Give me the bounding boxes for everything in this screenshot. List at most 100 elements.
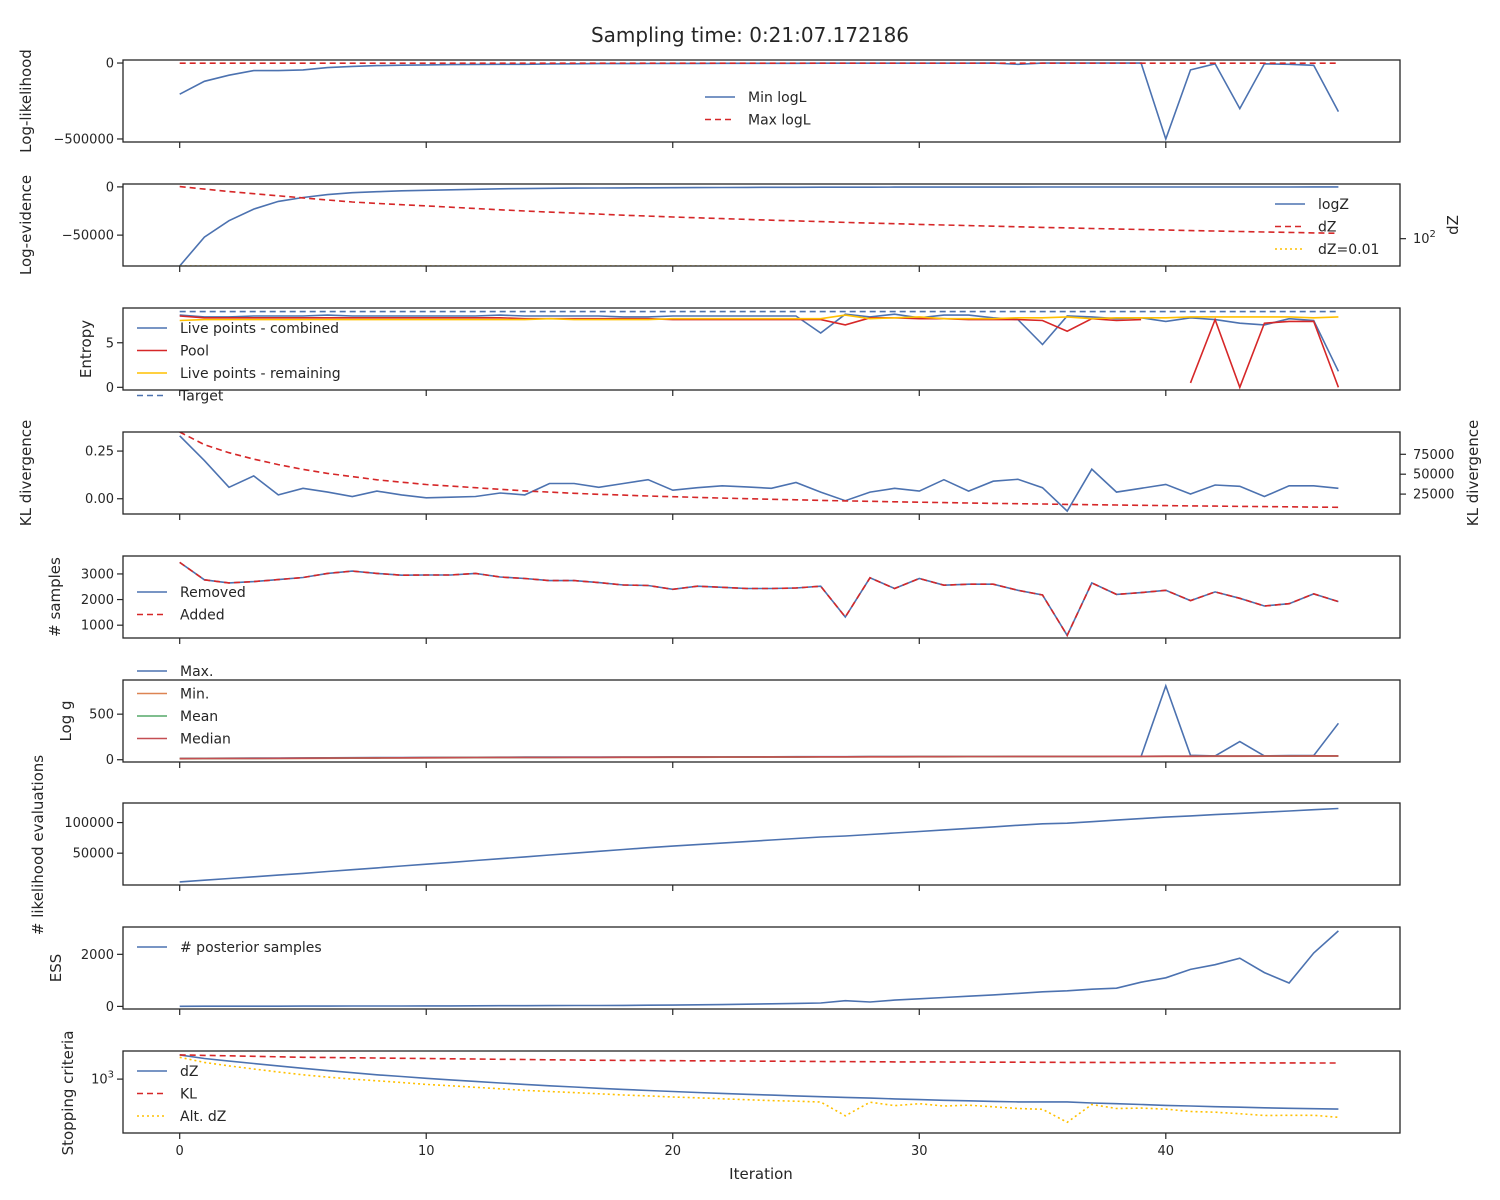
legend-label: dZ <box>1318 220 1336 236</box>
y-tick-label: 0 <box>106 753 114 768</box>
axes-frame <box>122 679 1401 763</box>
panel-9: 0 10 20 30 40 103 Stopping criteria dZ KL Alt. dZ <box>59 1031 1401 1159</box>
y-tick-label: 0 <box>106 180 114 195</box>
y-tick-label: −500000 <box>53 132 114 147</box>
axes-frame <box>122 802 1401 886</box>
series-line <box>179 561 1339 638</box>
y-axis-label: Entropy <box>77 320 95 378</box>
legend-label: logZ <box>1318 197 1349 213</box>
y-tick-label: −50000 <box>62 229 114 244</box>
series-group <box>179 561 1339 638</box>
series-group <box>179 683 1340 760</box>
y2-axis-label: KL divergence <box>1464 420 1482 526</box>
chart-title: Sampling time: 0:21:07.172186 <box>591 23 909 47</box>
axes-frame <box>122 555 1401 639</box>
y-tick-label: 50000 <box>73 847 114 862</box>
y-tick-label: 2000 <box>81 593 114 608</box>
panel-1: 0 −500000 Log-likelihood Min logL Max logL <box>17 49 1401 153</box>
x-tick-label: 20 <box>664 1144 681 1159</box>
series-line <box>179 561 1339 638</box>
legend-label: Min. <box>180 687 209 703</box>
legend-label: Added <box>180 608 225 624</box>
y-axis-label: # likelihood evaluations <box>29 755 47 935</box>
panel-2: 0 −50000 102 Log-evidence dZ logZ dZ dZ=0.01 <box>17 175 1462 275</box>
y-tick-label: 0.00 <box>85 492 114 507</box>
y-tick-label: 100000 <box>64 816 114 831</box>
series-line <box>179 683 1340 760</box>
axes-frame <box>122 59 1401 143</box>
legend: Max. Min. Mean Median <box>137 664 231 748</box>
y2-tick-label: 25000 <box>1413 488 1454 503</box>
legend-label: dZ=0.01 <box>1318 242 1379 258</box>
legend-label: KL <box>180 1087 197 1103</box>
series-line <box>179 186 1339 266</box>
series-group <box>179 1054 1339 1124</box>
y-tick-label: 0.25 <box>85 445 114 460</box>
y-axis-label: KL divergence <box>17 420 35 526</box>
legend-label: Live points - remaining <box>180 366 341 382</box>
y-tick-label: 0 <box>106 1000 114 1015</box>
series-group <box>179 310 1340 390</box>
legend-label: Removed <box>180 585 246 601</box>
y-tick-label: 1000 <box>81 619 114 634</box>
y-tick-label: 0 <box>106 381 114 396</box>
x-axis-label: Iteration <box>729 1165 793 1183</box>
legend: # posterior samples <box>137 940 322 956</box>
y2-tick-label: 50000 <box>1413 468 1454 483</box>
y-axis-label: # samples <box>46 557 64 637</box>
y-tick-label: 2000 <box>81 948 114 963</box>
legend-label: Live points - combined <box>180 321 339 337</box>
series-group <box>179 432 1339 513</box>
series-line <box>179 62 1340 142</box>
axes-frame <box>122 307 1401 391</box>
legend: Live points - combined Pool Live points - … <box>137 321 341 405</box>
y-axis-label: Log-evidence <box>17 175 35 275</box>
series-line <box>179 755 1339 760</box>
legend: Removed Added <box>137 585 246 624</box>
series-line <box>179 807 1339 883</box>
legend-label: Max logL <box>748 113 811 129</box>
series-line <box>179 314 1339 322</box>
axes-frame <box>122 926 1401 1010</box>
y-tick-label: 0 <box>106 57 114 72</box>
y-axis-label: ESS <box>47 954 65 983</box>
x-tick-label: 40 <box>1158 1144 1175 1159</box>
x-tick-label: 30 <box>911 1144 928 1159</box>
y-axis-label: Log g <box>57 700 75 741</box>
series-line <box>179 1054 1339 1064</box>
legend-label: # posterior samples <box>180 940 322 956</box>
legend: dZ KL Alt. dZ <box>137 1064 226 1125</box>
panel-5: 3000 2000 1000 # samples Removed Added <box>46 555 1401 644</box>
y-tick-label: 103 <box>91 1070 114 1088</box>
series-group <box>179 807 1339 883</box>
y-tick-label: 3000 <box>81 567 114 582</box>
legend-label: dZ <box>180 1064 198 1080</box>
series-line <box>179 313 1340 372</box>
series-line <box>179 315 1340 390</box>
axes-frame <box>122 1050 1401 1134</box>
series-group <box>179 930 1339 1008</box>
axes-frame <box>122 183 1401 267</box>
legend: Min logL Max logL <box>705 90 811 129</box>
legend: logZ dZ dZ=0.01 <box>1275 197 1379 258</box>
legend-label: Mean <box>180 709 218 725</box>
series-line <box>179 185 1339 235</box>
series-line <box>179 1054 1339 1110</box>
panel-6: 500 0 Log g Max. Min. Mean Median <box>57 664 1401 768</box>
y-axis-label: Stopping criteria <box>59 1031 77 1156</box>
legend-label: Max. <box>180 664 213 680</box>
x-tick-label: 0 <box>176 1144 184 1159</box>
panel-4: 0.25 0.00 75000 50000 25000 KL divergence KL d… <box>17 420 1482 526</box>
panel-7: 100000 50000 # likelihood evaluations <box>29 755 1401 935</box>
y-tick-label: 5 <box>106 336 114 351</box>
legend-label: Pool <box>180 344 209 360</box>
legend-label: Target <box>179 389 224 405</box>
legend-label: Alt. dZ <box>180 1109 226 1125</box>
series-group <box>179 185 1339 266</box>
y2-tick-label: 75000 <box>1413 448 1454 463</box>
series-line <box>179 435 1339 513</box>
series-group <box>179 62 1340 142</box>
